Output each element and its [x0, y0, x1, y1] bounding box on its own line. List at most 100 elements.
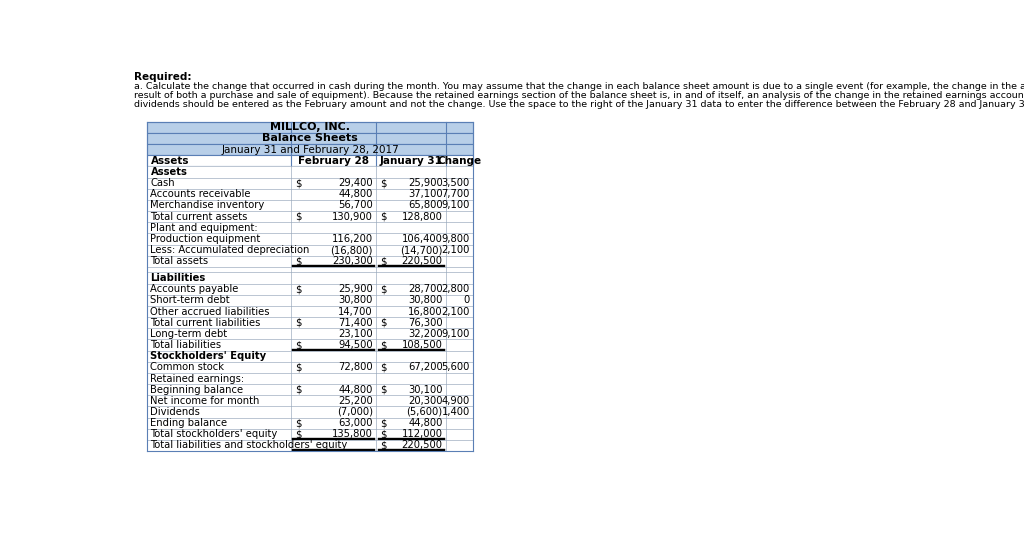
Text: Total current liabilities: Total current liabilities — [151, 318, 261, 328]
Text: $: $ — [380, 212, 386, 222]
Text: January 31 and February 28, 2017: January 31 and February 28, 2017 — [221, 144, 399, 155]
Text: (16,800): (16,800) — [331, 245, 373, 255]
Text: $: $ — [380, 362, 386, 373]
Text: Assets: Assets — [151, 167, 187, 177]
Text: 94,500: 94,500 — [338, 340, 373, 350]
Bar — [147, 328, 473, 340]
Text: Accounts receivable: Accounts receivable — [151, 189, 251, 199]
Text: $: $ — [380, 340, 386, 350]
Text: 9,100: 9,100 — [441, 200, 470, 211]
Text: 2,100: 2,100 — [441, 306, 470, 317]
Text: 30,800: 30,800 — [339, 295, 373, 305]
Text: a. Calculate the change that occurred in cash during the month. You may assume t: a. Calculate the change that occurred in… — [134, 82, 1024, 91]
Text: Retained earnings:: Retained earnings: — [151, 374, 245, 384]
Text: Balance Sheets: Balance Sheets — [262, 133, 358, 143]
Text: $: $ — [380, 385, 386, 394]
Text: Common stock: Common stock — [151, 362, 224, 373]
Text: 2,100: 2,100 — [441, 245, 470, 255]
Bar — [147, 122, 473, 133]
Text: Required:: Required: — [134, 71, 191, 82]
Bar — [147, 440, 473, 451]
Text: 71,400: 71,400 — [338, 318, 373, 328]
Text: $: $ — [380, 418, 386, 428]
Text: 72,800: 72,800 — [338, 362, 373, 373]
Text: $: $ — [380, 178, 386, 188]
Text: Cash: Cash — [151, 178, 175, 188]
Text: Ending balance: Ending balance — [151, 418, 227, 428]
Bar — [147, 177, 473, 189]
Text: 0: 0 — [464, 295, 470, 305]
Text: $: $ — [380, 429, 386, 439]
Text: (14,700): (14,700) — [400, 245, 442, 255]
Text: $: $ — [295, 340, 301, 350]
Text: 112,000: 112,000 — [401, 429, 442, 439]
Text: Stockholders' Equity: Stockholders' Equity — [151, 351, 266, 361]
Text: 116,200: 116,200 — [332, 234, 373, 244]
Text: Less: Accumulated depreciation: Less: Accumulated depreciation — [151, 245, 310, 255]
Text: $: $ — [380, 440, 386, 450]
Bar — [147, 429, 473, 440]
Bar — [147, 200, 473, 211]
Text: Total liabilities: Total liabilities — [151, 340, 221, 350]
Text: 76,300: 76,300 — [408, 318, 442, 328]
Text: 106,400: 106,400 — [401, 234, 442, 244]
Text: 16,800: 16,800 — [408, 306, 442, 317]
Text: February 28: February 28 — [298, 156, 369, 166]
Bar — [147, 222, 473, 233]
Text: 7,700: 7,700 — [441, 189, 470, 199]
Text: 30,100: 30,100 — [409, 385, 442, 394]
Text: $: $ — [295, 284, 301, 294]
Text: 25,900: 25,900 — [338, 284, 373, 294]
Text: $: $ — [295, 429, 301, 439]
Text: 28,700: 28,700 — [408, 284, 442, 294]
Bar — [147, 340, 473, 351]
Bar — [147, 272, 473, 284]
Text: 220,500: 220,500 — [401, 256, 442, 266]
Text: Production equipment: Production equipment — [151, 234, 261, 244]
Text: $: $ — [295, 256, 301, 266]
Bar — [147, 306, 473, 317]
Bar — [147, 133, 473, 144]
Text: 44,800: 44,800 — [339, 385, 373, 394]
Bar — [147, 373, 473, 384]
Text: 1,400: 1,400 — [441, 407, 470, 417]
Text: $: $ — [295, 178, 301, 188]
Text: 56,700: 56,700 — [338, 200, 373, 211]
Bar — [147, 267, 473, 272]
Bar — [147, 351, 473, 362]
Text: Total assets: Total assets — [151, 256, 209, 266]
Text: $: $ — [295, 212, 301, 222]
Text: $: $ — [380, 256, 386, 266]
Bar — [147, 166, 473, 177]
Text: Long-term debt: Long-term debt — [151, 329, 227, 339]
Text: 230,300: 230,300 — [332, 256, 373, 266]
Text: MILLCO, INC.: MILLCO, INC. — [270, 122, 350, 132]
Text: 3,500: 3,500 — [441, 178, 470, 188]
Text: Assets: Assets — [151, 156, 189, 166]
Bar — [147, 317, 473, 328]
Text: January 31: January 31 — [380, 156, 442, 166]
Text: (7,000): (7,000) — [337, 407, 373, 417]
Text: 23,100: 23,100 — [338, 329, 373, 339]
Text: 135,800: 135,800 — [332, 429, 373, 439]
Bar — [147, 233, 473, 245]
Bar — [147, 211, 473, 222]
Text: dividends should be entered as the February amount and not the change. Use the s: dividends should be entered as the Febru… — [134, 100, 1024, 109]
Text: 9,800: 9,800 — [441, 234, 470, 244]
Text: $: $ — [295, 418, 301, 428]
Text: Change: Change — [437, 156, 481, 166]
Text: 44,800: 44,800 — [339, 189, 373, 199]
Text: Accounts payable: Accounts payable — [151, 284, 239, 294]
Text: (5,600): (5,600) — [407, 407, 442, 417]
Bar — [147, 189, 473, 200]
Bar — [147, 256, 473, 267]
Text: 14,700: 14,700 — [338, 306, 373, 317]
Text: Merchandise inventory: Merchandise inventory — [151, 200, 265, 211]
Text: 20,300: 20,300 — [409, 396, 442, 406]
Text: Other accrued liabilities: Other accrued liabilities — [151, 306, 270, 317]
Text: Short-term debt: Short-term debt — [151, 295, 230, 305]
Bar — [147, 417, 473, 429]
Text: $: $ — [295, 318, 301, 328]
Text: Total liabilities and stockholders' equity: Total liabilities and stockholders' equi… — [151, 440, 348, 450]
Bar — [147, 155, 473, 166]
